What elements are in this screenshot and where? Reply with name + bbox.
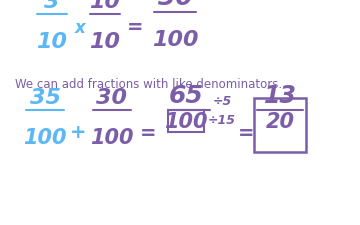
Text: 65: 65 (168, 84, 203, 108)
Text: ÷15: ÷15 (208, 113, 236, 126)
Text: 100: 100 (152, 30, 198, 50)
Text: 35: 35 (30, 88, 60, 108)
Text: +: + (70, 124, 86, 142)
Text: =: = (238, 124, 254, 142)
Text: 30: 30 (96, 88, 127, 108)
Text: 100: 100 (23, 128, 67, 148)
Text: 13: 13 (264, 84, 297, 108)
Text: We can add fractions with like denominators.: We can add fractions with like denominat… (15, 78, 282, 91)
Text: 10: 10 (36, 32, 68, 52)
Text: =: = (127, 18, 143, 38)
Text: 10: 10 (90, 0, 121, 12)
Text: 30: 30 (158, 0, 192, 10)
Bar (254, 98, 306, 152)
Text: =: = (140, 124, 156, 142)
Text: 10: 10 (90, 32, 121, 52)
Text: 3: 3 (44, 0, 60, 12)
Text: 20: 20 (266, 112, 294, 132)
Text: 100: 100 (90, 128, 134, 148)
Text: ÷5: ÷5 (213, 95, 232, 108)
Text: 100: 100 (164, 112, 208, 132)
Text: x: x (75, 19, 85, 37)
